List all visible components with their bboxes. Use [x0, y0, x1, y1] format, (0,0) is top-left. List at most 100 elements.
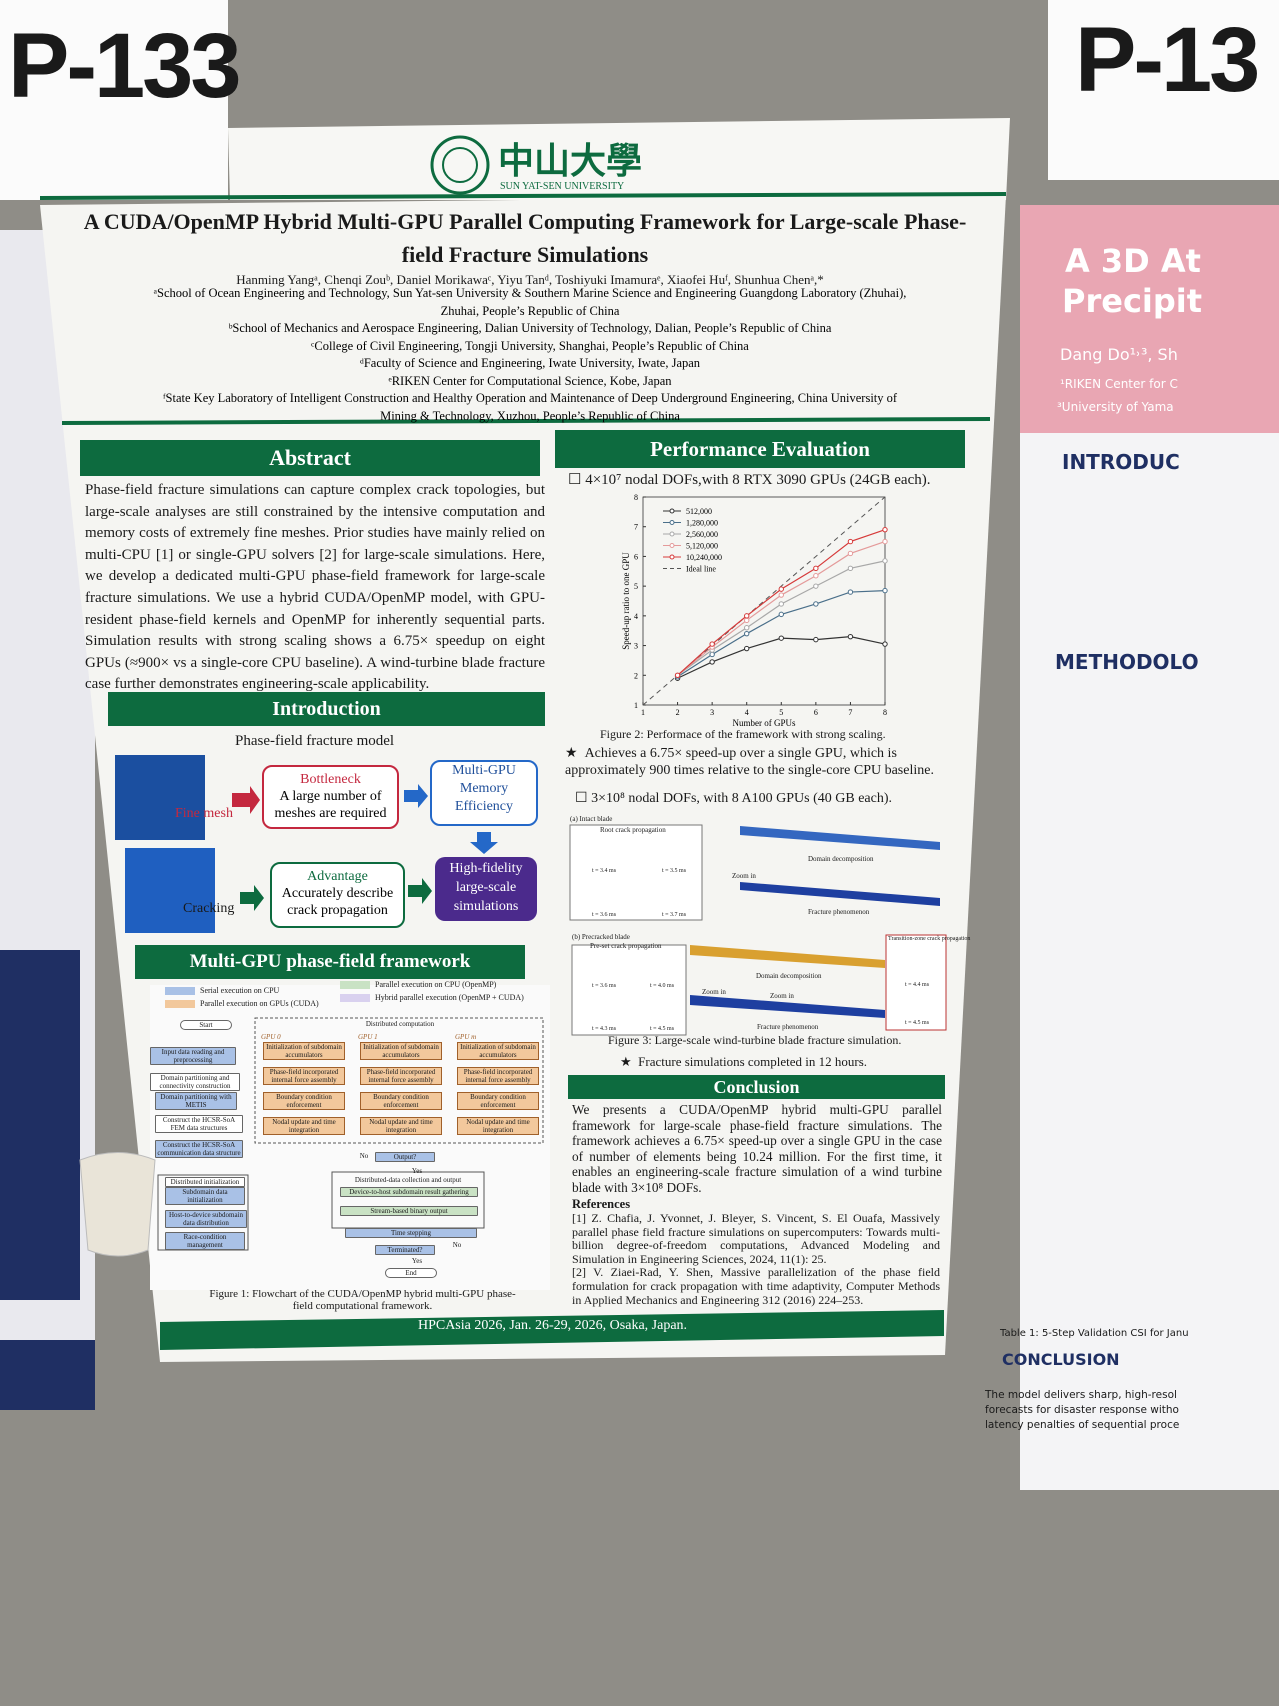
legend-marker [669, 554, 675, 560]
neighbor-heading: CONCLUSION [1002, 1350, 1120, 1369]
data-point [709, 659, 715, 665]
affiliation: ᶠState Key Laboratory of Intelligent Con… [162, 391, 898, 423]
title: A CUDA/OpenMP Hybrid Multi-GPU Parallel … [83, 209, 967, 267]
abstract-text: Phase-field fracture simulations can cap… [85, 482, 545, 693]
legend-marker [669, 520, 675, 525]
fig3-label: t = 4.5 ms [905, 1020, 930, 1026]
data-point [813, 601, 819, 607]
gpu-step: Nodal update and time integration [457, 1117, 539, 1135]
flow-node: Host-to-device subdomain data distributi… [165, 1210, 247, 1228]
fig3-label: Fracture phenomenon [808, 908, 870, 916]
flow-node: Stream-based binary output [340, 1206, 478, 1216]
board-label: P-13 [1075, 9, 1260, 111]
gpu-step: Phase-field incorporated internal force … [360, 1067, 442, 1085]
board-label: P-133 [8, 15, 241, 117]
box-text: A large number of meshes are required [274, 789, 387, 821]
flow-node: No [452, 1241, 462, 1249]
fig3-label: t = 3.5 ms [662, 868, 687, 874]
affiliation: ᵇSchool of Mechanics and Aerospace Engin… [228, 321, 832, 335]
gpu-label: GPU 1 [358, 1033, 378, 1041]
neighbor-authors: Dang Do¹˒³, Sh [1060, 345, 1178, 364]
fig3-label: t = 3.6 ms [592, 912, 617, 918]
fig3-label: t = 4.4 ms [905, 982, 930, 988]
star-item: ★ Fracture simulations completed in 12 h… [620, 1054, 868, 1069]
figure-caption: Figure 2: Performace of the framework wi… [600, 727, 886, 741]
data-point [882, 641, 888, 647]
legend-label: 5,120,000 [686, 542, 718, 551]
flow-node: Yes [411, 1257, 423, 1265]
fig3-label: t = 4.0 ms [650, 983, 675, 989]
star-text: Fracture simulations completed in 12 hou… [638, 1054, 868, 1069]
fig3-label: t = 4.3 ms [592, 1026, 617, 1032]
neighbor-heading: METHODOLO [1055, 650, 1199, 674]
section-heading: Performance Evaluation [555, 430, 965, 468]
x-tick-label: 1 [641, 708, 645, 717]
neighbor-affiliation: ¹RIKEN Center for C [1060, 377, 1178, 391]
x-axis-label: Number of GPUs [733, 718, 796, 728]
x-tick-label: 3 [710, 708, 714, 717]
neighbor-caption: Table 1: 5-Step Validation CSI for Janu [1000, 1328, 1189, 1339]
bullet-text: 3×10⁸ nodal DOFs, with 8 A100 GPUs (40 G… [591, 791, 892, 806]
neighbor-affiliation: ³University of Yama [1057, 400, 1174, 414]
affiliation: ᵃSchool of Ocean Engineering and Technol… [153, 286, 907, 318]
legend-label: Ideal line [686, 565, 716, 574]
fig3-label: Transition-zone crack propagation [888, 936, 971, 942]
box-title: Advantage [307, 869, 368, 884]
fig3-label: (a) Intact blade [570, 815, 613, 823]
footer: HPCAsia 2026, Jan. 26-29, 2026, Osaka, J… [417, 1318, 688, 1333]
y-tick-label: 5 [634, 582, 638, 591]
legend-entry: Parallel execution on GPUs (CUDA) [200, 999, 319, 1008]
flow-node: Output? [375, 1152, 435, 1162]
flow-node: Start [180, 1020, 232, 1030]
flow-node: Time stepping [345, 1228, 477, 1238]
references-heading: References [572, 1197, 631, 1211]
reference: [2] V. Ziaei-Rad, Y. Shen, Massive paral… [572, 1265, 940, 1307]
gpu-step: Initialization of subdomain accumulators [360, 1042, 442, 1060]
flow-node: Distributed-data collection and output [354, 1176, 462, 1184]
legend-label: 512,000 [686, 507, 712, 516]
fig3-label: Root crack propagation [600, 826, 666, 834]
flow-node: End [385, 1268, 437, 1278]
x-tick-label: 5 [779, 708, 783, 717]
advantage-box: Advantage Accurately describe crack prop… [270, 862, 405, 928]
flow-node: Distributed initialization [165, 1177, 245, 1187]
affiliations: ᵃSchool of Ocean Engineering and Technol… [150, 285, 910, 425]
bullet-item: ☐ 4×10⁷ nodal DOFs,with 8 RTX 3090 GPUs … [568, 472, 931, 488]
university: 中山大學 [498, 140, 643, 182]
y-tick-label: 1 [634, 701, 638, 710]
multi-gpu-box: Multi-GPU Memory Efficiency [430, 760, 538, 826]
neighbor-text: The model delivers sharp, high-resol for… [985, 1389, 1180, 1431]
flow-node: Device-to-host subdomain result gatherin… [340, 1187, 478, 1197]
star-text: Achieves a 6.75× speed-up over a single … [565, 746, 934, 778]
legend-marker [669, 531, 675, 537]
data-point [882, 587, 888, 594]
section-heading: Conclusion [568, 1075, 945, 1099]
y-tick-label: 2 [634, 671, 638, 680]
gpu-label: GPU 0 [261, 1033, 281, 1041]
section-heading: Multi-GPU phase-field framework [135, 945, 525, 979]
references: [1] Z. Chafia, J. Yvonnet, J. Bleyer, S.… [572, 1211, 940, 1307]
data-point [778, 635, 784, 641]
plot-frame [642, 496, 886, 706]
reference: [1] Z. Chafia, J. Yvonnet, J. Bleyer, S.… [572, 1211, 940, 1266]
gpu-step: Initialization of subdomain accumulators [263, 1042, 345, 1060]
data-point [744, 625, 750, 631]
y-tick-label: 6 [634, 552, 638, 561]
flow-node: Construct the HCSR-SoA FEM data structur… [155, 1115, 243, 1133]
gpu-step: Boundary condition enforcement [457, 1092, 539, 1110]
y-tick-label: 3 [634, 642, 638, 651]
fig3-label: Zoom in [732, 872, 756, 880]
fig3-label: Fracture phenomenon [757, 1023, 819, 1031]
authors: Hanming Yangᵃ, Chenqi Zouᵇ, Daniel Morik… [236, 272, 824, 287]
flow-node: Terminated? [375, 1245, 435, 1255]
affiliation: ᶜCollege of Civil Engineering, Tongji Un… [311, 338, 749, 353]
box-text: Accurately describe crack propagation [281, 886, 394, 918]
data-point [778, 586, 784, 592]
data-point [847, 589, 854, 595]
cracking-label: Cracking [183, 901, 235, 916]
data-point [882, 526, 888, 533]
bullet-text: 4×10⁷ nodal DOFs,with 8 RTX 3090 GPUs (2… [585, 472, 931, 488]
fig3-label: t = 4.5 ms [650, 1026, 675, 1032]
